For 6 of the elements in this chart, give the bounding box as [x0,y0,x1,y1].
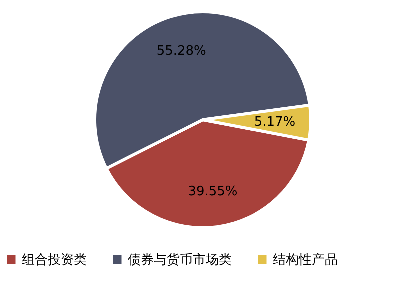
legend-label: 债券与货币市场类 [128,252,232,268]
data-label: 55.28% [156,44,206,60]
data-label: 39.55% [188,184,238,200]
data-label: 5.17% [254,114,296,130]
legend-label: 组合投资类 [22,252,87,268]
legend-label: 结构性产品 [273,252,338,268]
